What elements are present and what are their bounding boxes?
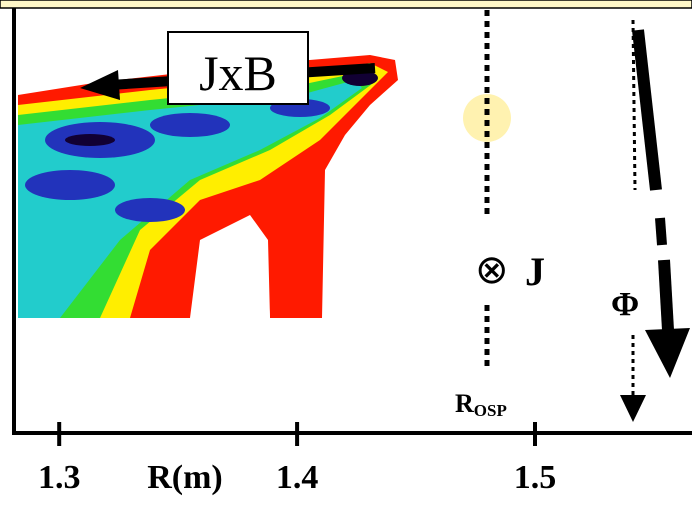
- rosp-sub: OSP: [474, 401, 507, 420]
- thick-arrow: [658, 259, 674, 331]
- flux-label: Φ: [611, 286, 639, 323]
- x-tick-label: 1.3: [38, 459, 81, 496]
- current-label: J: [525, 249, 545, 294]
- marker-circle: [463, 94, 511, 142]
- arrow-head: [80, 70, 120, 100]
- emission-image: [18, 55, 398, 318]
- force-label: JxB: [199, 45, 277, 101]
- current-symbol: ⊗: [475, 247, 509, 292]
- x-tick-label: 1.4: [276, 459, 319, 496]
- rosp-label: ROSP: [455, 389, 507, 420]
- arrow-head: [620, 395, 646, 422]
- top-band: [0, 0, 692, 9]
- x-tick-label: 1.5: [514, 459, 557, 496]
- rosp-main: R: [455, 389, 474, 418]
- x-axis-label: R(m): [147, 459, 223, 496]
- thick-arrow: [632, 29, 662, 191]
- arrow-head: [645, 328, 690, 378]
- thick-arrow: [655, 217, 667, 246]
- label-box: [167, 31, 309, 105]
